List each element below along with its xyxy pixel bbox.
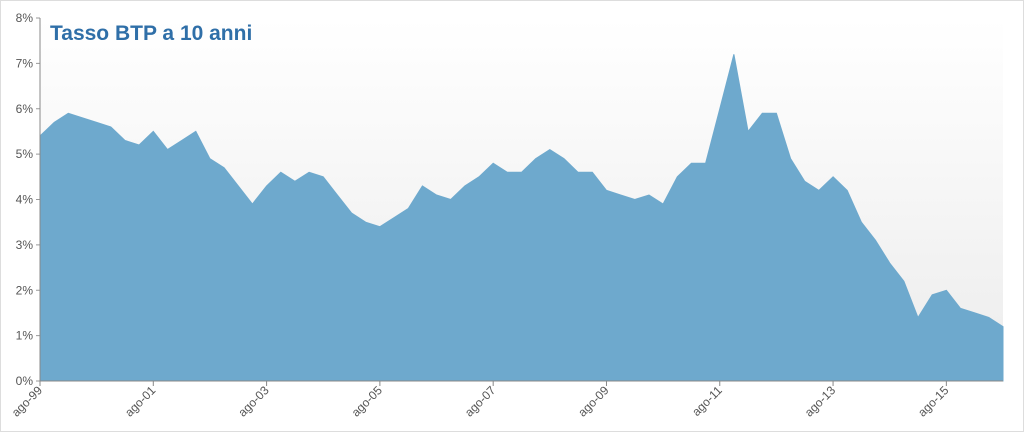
y-tick-label: 2% bbox=[16, 283, 34, 297]
y-tick-label: 4% bbox=[16, 193, 34, 207]
y-tick-label: 5% bbox=[16, 147, 34, 161]
y-tick-label: 0% bbox=[16, 374, 34, 388]
y-tick-label: 7% bbox=[16, 56, 34, 70]
y-tick-label: 8% bbox=[16, 11, 34, 25]
area bbox=[39, 54, 1004, 382]
y-tick-label: 6% bbox=[16, 102, 34, 116]
y-tick-label: 3% bbox=[16, 238, 34, 252]
chart-title: Tasso BTP a 10 anni bbox=[50, 22, 252, 45]
y-tick-label: 1% bbox=[16, 329, 34, 343]
